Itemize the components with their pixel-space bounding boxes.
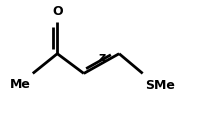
Text: z: z bbox=[99, 51, 106, 64]
Text: Me: Me bbox=[10, 77, 30, 91]
Text: SMe: SMe bbox=[145, 79, 175, 92]
Text: O: O bbox=[52, 5, 63, 18]
